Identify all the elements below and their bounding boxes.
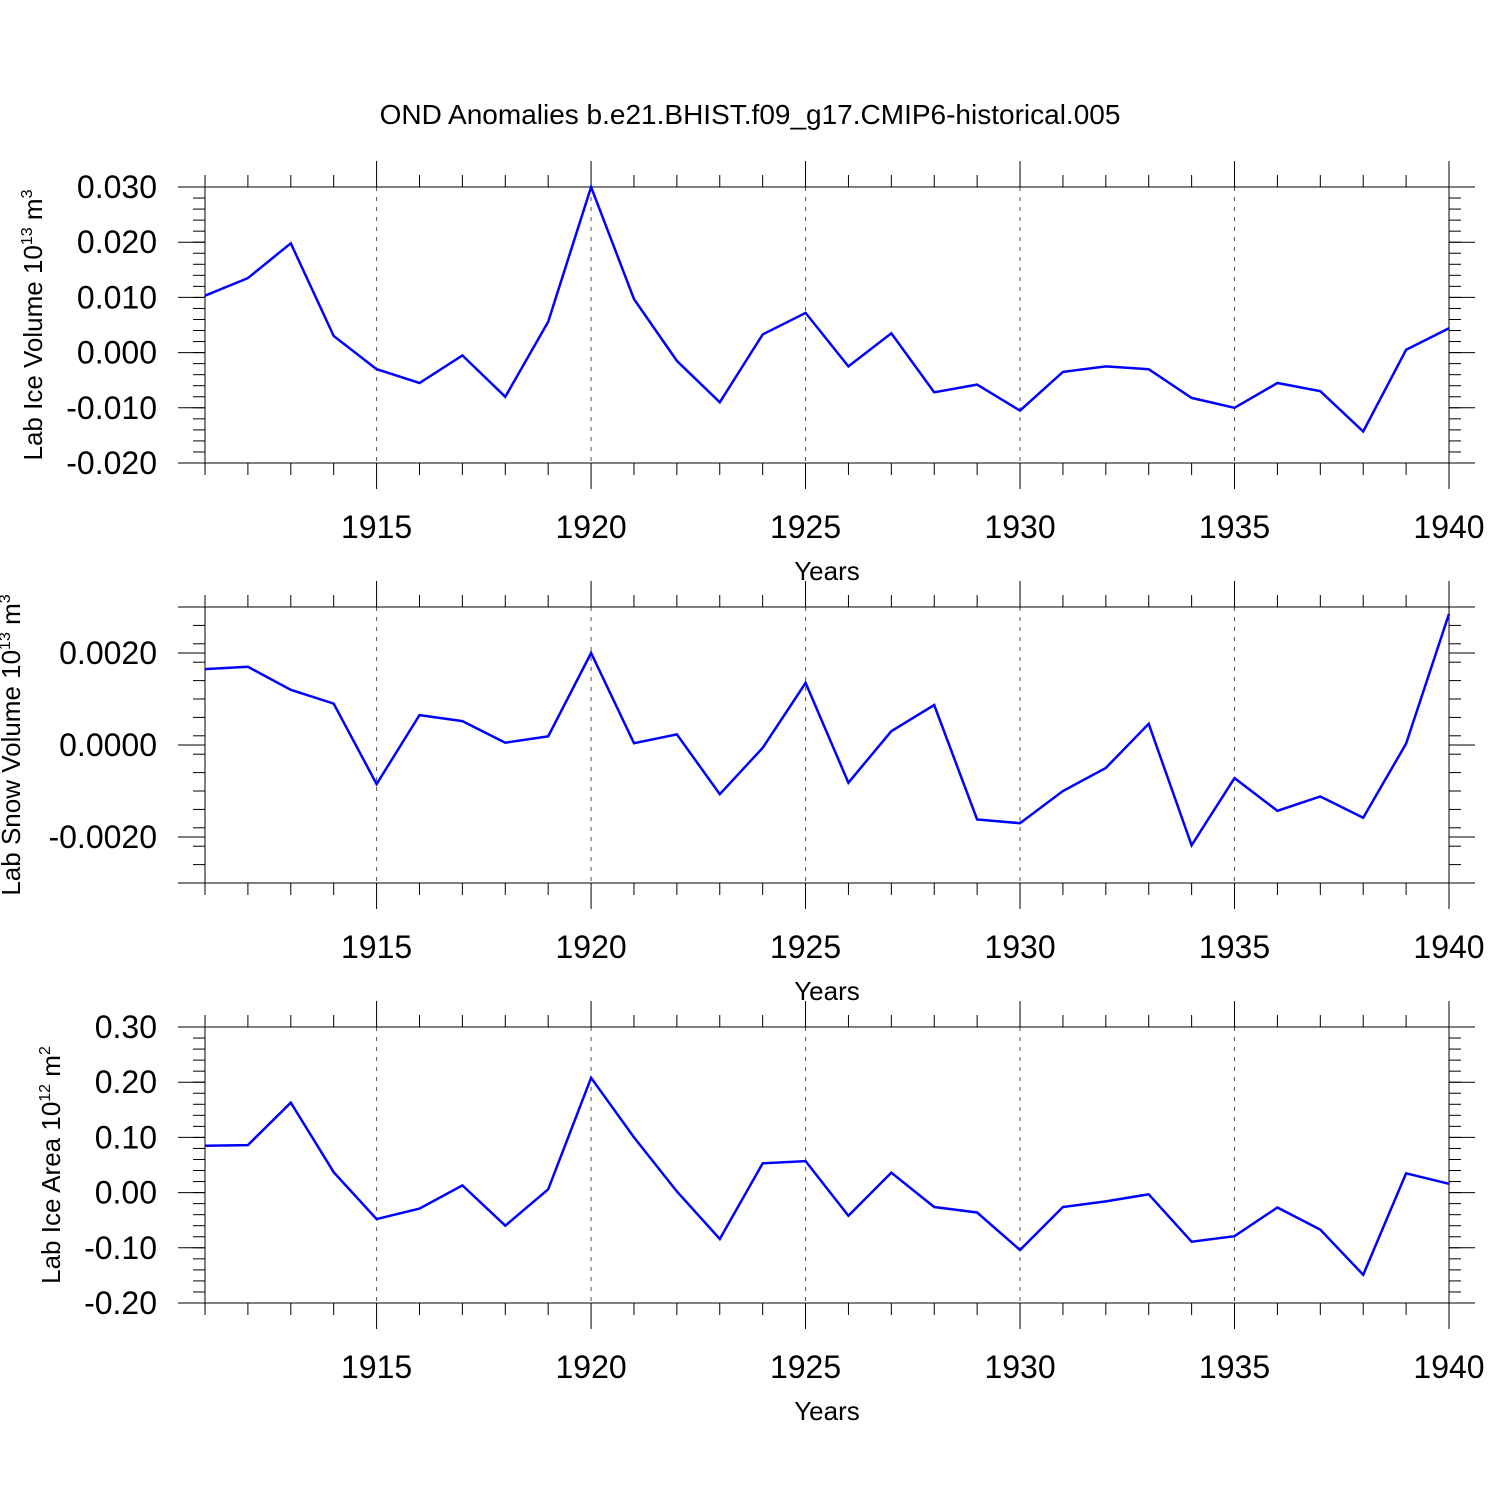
y-axis-label-superscript: 3 (0, 594, 14, 603)
series-line (204, 183, 1450, 434)
y-axis-label: Lab Ice Volume 1013 m3 (18, 189, 48, 460)
y-axis-label-text: m (18, 198, 48, 227)
x-axis-label: Years (794, 1396, 860, 1426)
x-tick-label: 1930 (984, 929, 1055, 965)
y-axis-label: Lab Snow Volume 1013 m3 (0, 594, 26, 895)
x-tick-label: 1920 (555, 509, 626, 545)
y-axis-label-superscript: 2 (37, 1046, 54, 1055)
y-axis-label: Lab Ice Area 1012 m2 (36, 1046, 66, 1284)
x-tick-label: 1935 (1199, 929, 1270, 965)
y-tick-label: -0.0020 (48, 819, 157, 855)
x-tick-label: 1915 (341, 929, 412, 965)
x-axis-label: Years (794, 976, 860, 1006)
y-tick-label: 0.030 (77, 169, 157, 205)
x-tick-label: 1935 (1199, 1349, 1270, 1385)
y-tick-label: 0.20 (95, 1064, 157, 1100)
y-tick-label: 0.0000 (59, 727, 157, 763)
x-tick-label: 1920 (555, 1349, 626, 1385)
y-tick-label: -0.10 (84, 1230, 157, 1266)
x-tick-label: 1925 (770, 929, 841, 965)
panel-1: 1915 1920 1925 1930 1935 1940 -0.020 -0.010 0.00… (18, 161, 1485, 586)
x-axis-label: Years (794, 556, 860, 586)
y-tick-label: 0.30 (95, 1009, 157, 1045)
y-tick-label: 0.000 (77, 335, 157, 371)
y-axis-label-text: Lab Snow Volume 10 (0, 650, 26, 896)
y-axis-label-superscript: 13 (19, 227, 36, 245)
y-tick-label: 0.020 (77, 224, 157, 260)
y-axis-label-superscript: 3 (19, 189, 36, 198)
y-tick-label: -0.20 (84, 1285, 157, 1321)
y-tick-label: 0.10 (95, 1119, 157, 1155)
x-tick-label: 1940 (1413, 509, 1484, 545)
x-tick-label: 1940 (1413, 1349, 1484, 1385)
x-tick-label: 1935 (1199, 509, 1270, 545)
x-tick-label: 1915 (341, 1349, 412, 1385)
y-axis-label-superscript: 12 (37, 1084, 54, 1102)
x-tick-label: 1915 (341, 509, 412, 545)
y-axis-label-superscript: 13 (0, 632, 14, 650)
x-tick-label: 1925 (770, 509, 841, 545)
x-tick-label: 1920 (555, 929, 626, 965)
y-axis-label-text: Lab Ice Area 10 (36, 1102, 66, 1284)
x-tick-label: 1925 (770, 1349, 841, 1385)
panel-3: 1915 1920 1925 1930 1935 1940 -0.20 -0.10 0.00 0.… (36, 1001, 1485, 1426)
y-tick-label: 0.00 (95, 1175, 157, 1211)
panels: 1915 1920 1925 1930 1935 1940 -0.020 -0.010 0.00… (0, 161, 1485, 1426)
y-axis-label-text: m (36, 1055, 66, 1084)
panel-2: 1915 1920 1925 1930 1935 1940 -0.0020 0.0000 0.0… (0, 581, 1485, 1006)
x-tick-label: 1940 (1413, 929, 1484, 965)
y-axis-label-text: Lab Ice Volume 10 (18, 245, 48, 460)
y-tick-label: -0.010 (66, 390, 157, 426)
y-tick-label: 0.0020 (59, 635, 157, 671)
y-tick-label: 0.010 (77, 279, 157, 315)
x-tick-label: 1930 (984, 509, 1055, 545)
y-axis-label-text: m (0, 603, 26, 632)
y-tick-label: -0.020 (66, 445, 157, 481)
chart-title: OND Anomalies b.e21.BHIST.f09_g17.CMIP6-… (380, 99, 1121, 130)
x-tick-label: 1930 (984, 1349, 1055, 1385)
series-line (204, 1075, 1450, 1278)
series-line (204, 613, 1451, 849)
